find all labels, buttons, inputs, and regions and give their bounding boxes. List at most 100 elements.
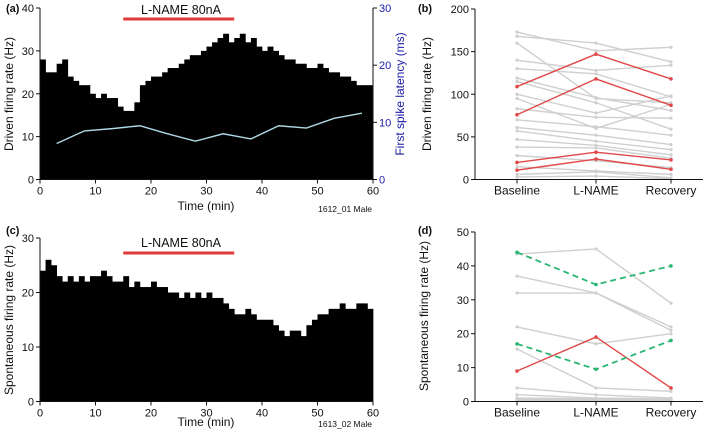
hist-bar [67, 276, 74, 402]
green-series-point [515, 250, 519, 255]
gray-series-point [515, 175, 519, 179]
x-tick-label: 30 [200, 186, 212, 198]
hist-bar [178, 63, 185, 180]
hist-bar [145, 287, 152, 402]
category-label: Recovery [646, 184, 697, 198]
red-series-point [669, 158, 673, 162]
gray-series-point [515, 386, 519, 390]
hist-bar [128, 287, 135, 402]
gray-series-point [669, 63, 673, 67]
gray-series-point [669, 153, 673, 157]
gray-series-point [594, 125, 598, 129]
hist-bar [267, 319, 274, 402]
hist-bar [40, 270, 46, 402]
gray-series-point [515, 92, 519, 96]
red-series-point [594, 52, 598, 56]
hist-bar [284, 59, 291, 180]
gray-series-point [515, 137, 519, 142]
panel-d: (d) 0 10 20 30 40 50 Baseline L-NAME Recovery S… [417, 225, 703, 420]
hist-bar [328, 308, 335, 402]
panel-d-axes [474, 232, 703, 402]
y-tick-label: 0 [463, 175, 469, 187]
red-series-point [515, 160, 519, 165]
hist-bar [295, 63, 302, 180]
hist-bar [117, 106, 124, 180]
hist-bar [278, 330, 285, 402]
gray-series-point [669, 94, 673, 98]
hist-bar [234, 314, 241, 402]
gray-series-point [515, 125, 519, 130]
category-label: Recovery [646, 406, 697, 420]
gray-series-point [594, 174, 598, 178]
gray-series-point [594, 115, 598, 119]
hist-bar [151, 281, 157, 402]
hist-bar [289, 330, 296, 402]
panel-b-xaxis: Baseline L-NAME Recovery [494, 179, 697, 198]
y2-tick-label: 10 [379, 117, 391, 129]
x-tick-label: 20 [145, 186, 157, 198]
red-series-point [669, 103, 673, 108]
hist-bar [367, 308, 374, 402]
panel-c-xlabel: Time (min) [178, 415, 235, 429]
lname-label-c: L-NAME 80nA [141, 236, 222, 250]
gray-series-line [516, 248, 672, 304]
hist-bar [62, 281, 69, 402]
hist-bar [273, 325, 279, 402]
hist-bar [117, 281, 124, 402]
panel-a: (a) L-NAME 80nA 0 10 20 30 40 50 60 010203040 … [2, 3, 407, 214]
hist-bar [306, 68, 313, 180]
y-tick-label: 20 [457, 329, 469, 341]
hist-bar [151, 76, 157, 180]
x-tick-label: 0 [37, 186, 43, 198]
hist-bar [173, 68, 180, 180]
panel-d-label: (d) [418, 225, 432, 237]
hist-bar [300, 336, 307, 402]
gray-series-point [515, 291, 519, 295]
gray-series-point [594, 96, 598, 100]
hist-bar [123, 110, 130, 180]
x-tick-label: 40 [256, 408, 268, 420]
panel-a-label: (a) [6, 3, 20, 15]
red-series-point [594, 77, 598, 81]
hist-bar [101, 270, 107, 402]
hist-bar [223, 33, 230, 180]
hist-bar [256, 319, 263, 402]
red-series-point [515, 84, 519, 89]
gray-series-point [594, 247, 598, 251]
panel-a-y2label: First spike latency (ms) [393, 32, 407, 155]
green-series-point [669, 338, 673, 343]
hist-bar [106, 98, 113, 180]
panel-c-yaxis: 0 10 20 30 [22, 233, 40, 409]
gray-series-line [516, 77, 672, 112]
y-tick-label: 40 [22, 3, 34, 15]
x-tick-label: 60 [367, 408, 379, 420]
hist-bar [112, 98, 119, 180]
hist-bar [228, 42, 235, 180]
hist-bar [195, 55, 202, 180]
panel-b-label: (b) [418, 3, 432, 15]
gray-series-line [516, 348, 672, 393]
hist-bar [195, 292, 202, 402]
gray-series-point [515, 76, 519, 80]
hist-bar [306, 325, 313, 402]
panel-d-yaxis: 0 10 20 30 40 50 [457, 227, 475, 409]
hist-bar [51, 72, 57, 180]
hist-bar [317, 63, 324, 180]
gray-series-point [594, 49, 598, 53]
gray-series-point [515, 393, 519, 397]
y-tick-label: 20 [22, 288, 34, 300]
y-tick-label: 10 [22, 132, 34, 144]
gray-series-point [669, 172, 673, 176]
gray-series-point [669, 332, 673, 336]
hist-bar [206, 292, 213, 402]
x-tick-label: 0 [37, 408, 43, 420]
gray-series-point [594, 291, 598, 295]
gray-series-point [515, 41, 519, 45]
panel-c: (c) L-NAME 80nA 0 10 20 30 40 50 60 0 10 20 30 Ti… [2, 225, 379, 429]
y-tick-label: 10 [457, 363, 469, 375]
green-series-point [594, 282, 598, 287]
y-tick-label: 40 [457, 261, 469, 273]
x-tick-label: 10 [89, 186, 101, 198]
gray-series-point [594, 146, 598, 150]
